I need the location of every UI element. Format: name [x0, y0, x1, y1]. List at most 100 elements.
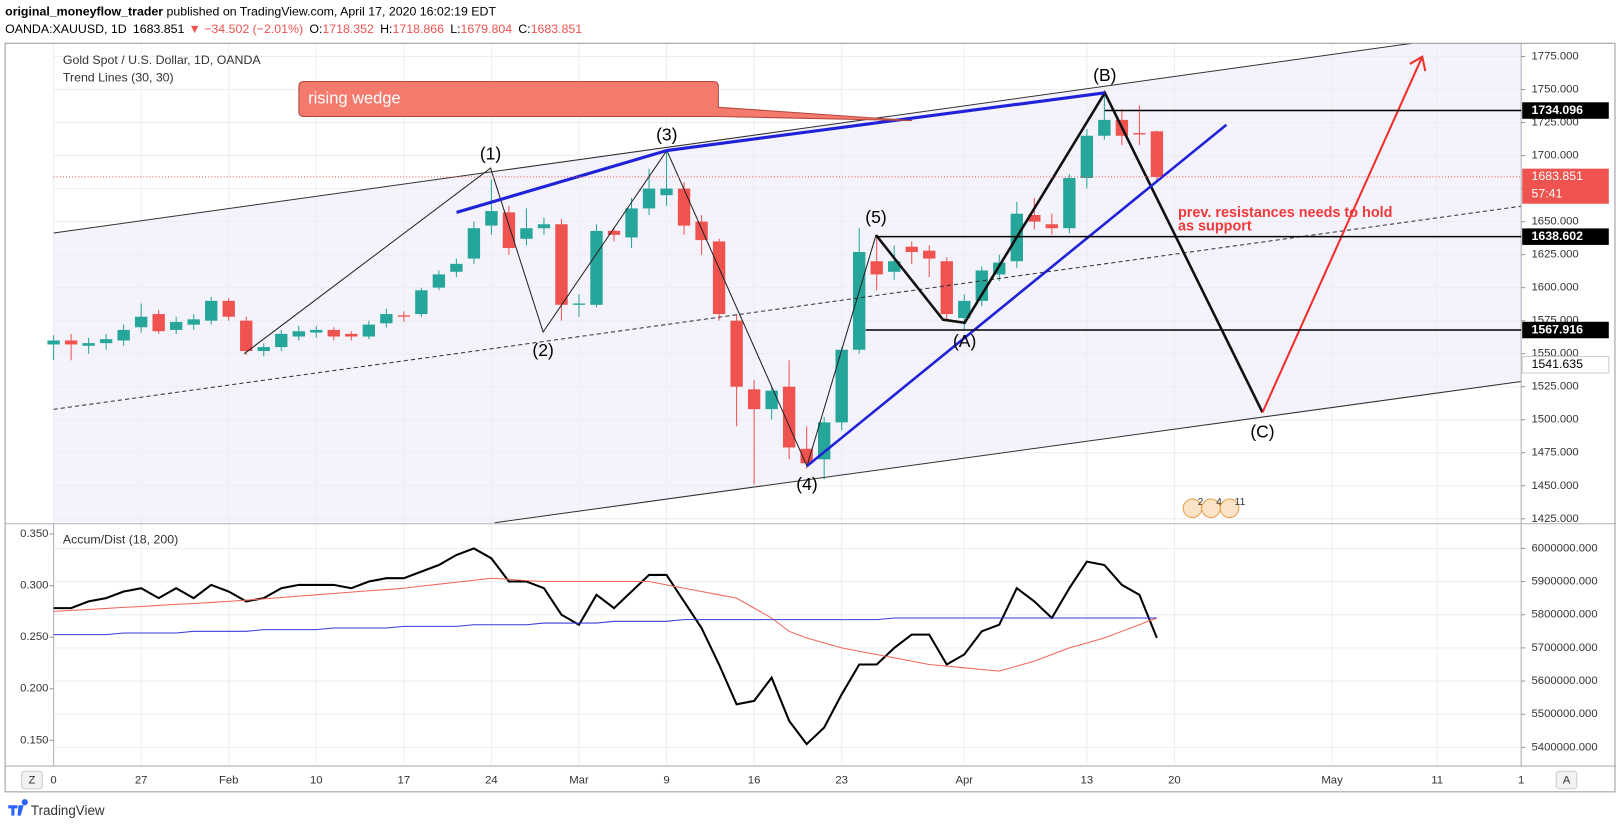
quote-value: 1718.866 — [392, 22, 444, 36]
event-icon — [1219, 498, 1240, 519]
candle-body — [1133, 133, 1146, 135]
y2-tick-label: 5900000.000 — [1531, 576, 1597, 588]
candle-body — [47, 340, 60, 345]
y-tick-label: 1700.000 — [1531, 150, 1578, 162]
y2-tick-label: 5400000.000 — [1531, 741, 1597, 753]
y2-tick-label: 6000000.000 — [1531, 542, 1597, 554]
note-text: prev. resistances needs to hold — [1178, 205, 1393, 221]
wave-label: (2) — [532, 340, 553, 360]
y-tick-label: 1625.000 — [1531, 249, 1578, 261]
quote-value: 1679.804 — [461, 22, 513, 36]
wave-label: (A) — [953, 331, 976, 351]
y-tick-label: 0.250 — [20, 631, 48, 643]
y-tick-label: 1650.000 — [1531, 216, 1578, 228]
candle-body — [888, 261, 901, 272]
candle-body — [64, 340, 78, 345]
x-tick-label: Mar — [569, 775, 589, 787]
candle-body — [1045, 224, 1059, 229]
y2-tick-label: 5800000.000 — [1531, 609, 1597, 621]
last: 1683.851 — [133, 22, 185, 36]
y-tick-label: 1750.000 — [1531, 84, 1578, 96]
abc-line — [875, 90, 1264, 413]
target-arrow — [1261, 55, 1427, 413]
y2-tick-label: 5500000.000 — [1531, 708, 1597, 720]
x-tick-label: 20 — [1168, 775, 1181, 787]
last-price-label: 1683.851 — [1531, 169, 1583, 183]
wave-label: (C) — [1250, 422, 1274, 442]
zoom-label[interactable]: Z — [28, 775, 35, 787]
x-tick-label: 27 — [135, 775, 148, 787]
indicator-line — [53, 617, 1157, 636]
candle-body — [607, 230, 621, 235]
drawings — [53, 42, 1522, 524]
candle-body — [572, 303, 586, 305]
x-tick-label: 11 — [1431, 775, 1443, 787]
y-tick-label: 0.150 — [20, 734, 48, 746]
candle-body — [327, 329, 340, 337]
channel-top — [53, 42, 1413, 234]
zoom-button[interactable] — [21, 770, 43, 790]
candle-body — [345, 333, 358, 337]
y-tick-label: 0.350 — [20, 528, 48, 540]
published: published on TradingView.com, April 17, … — [163, 5, 496, 19]
channel-bottom — [494, 380, 1522, 524]
indicator-line — [53, 547, 1158, 746]
candle-body — [677, 188, 691, 226]
y-tick-label: 1600.000 — [1531, 282, 1578, 294]
candle-body — [432, 274, 446, 288]
candle-body — [362, 324, 376, 337]
candle-body — [99, 339, 113, 344]
countdown: 57:41 — [1531, 187, 1562, 201]
quote-value: 1718.352 — [322, 22, 374, 36]
y-tick-label: 0.200 — [20, 683, 48, 695]
y-tick-label: 1775.000 — [1531, 51, 1578, 63]
candle-body — [712, 241, 726, 315]
y-tick-label: 1500.000 — [1531, 414, 1578, 426]
x-tick-label: 16 — [748, 775, 761, 787]
candle-body — [1150, 131, 1164, 177]
callout-text: rising wedge — [308, 89, 401, 107]
candle-body — [765, 390, 778, 410]
author: original_moneyflow_trader — [5, 5, 163, 19]
y2-tick-label: 5700000.000 — [1531, 642, 1597, 654]
candle-body — [642, 188, 656, 209]
wave-label: (5) — [865, 207, 886, 227]
candle-body — [660, 188, 673, 196]
event-label: 11 — [1235, 497, 1246, 508]
auto-button[interactable] — [1555, 770, 1578, 790]
candle-body — [975, 270, 988, 301]
y-tick-label: 1725.000 — [1531, 117, 1578, 129]
candle-body — [450, 263, 463, 272]
channel-mid — [53, 205, 1522, 410]
last-price-box — [1522, 168, 1609, 204]
callout-box — [298, 80, 913, 122]
quote-label: L: — [450, 22, 460, 36]
candle-body — [134, 316, 148, 328]
x-tick-label: 1 — [1518, 775, 1524, 787]
candle-body — [117, 329, 130, 341]
x-tick-label: 10 — [310, 775, 323, 787]
x-tick-label: 9 — [663, 775, 669, 787]
candle-body — [1080, 135, 1094, 179]
candle-body — [275, 333, 288, 348]
candle-body — [923, 250, 936, 259]
wave-line — [243, 149, 877, 468]
candle-body — [625, 208, 638, 238]
candle-body — [590, 230, 603, 305]
quote-value: 1683.851 — [531, 22, 583, 36]
candle-body — [870, 261, 883, 275]
candle-body — [292, 331, 305, 337]
price-box — [1522, 228, 1609, 245]
price-label: 1567.916 — [1531, 322, 1583, 336]
wave-label: (3) — [656, 125, 677, 145]
auto-label[interactable]: A — [1563, 775, 1571, 787]
frame — [4, 42, 1616, 793]
y-tick-label: 1475.000 — [1531, 447, 1578, 459]
candle-body — [415, 290, 428, 315]
x-tick-label: 23 — [835, 775, 848, 787]
grid — [53, 43, 1522, 766]
x-tick-label: May — [1321, 775, 1343, 787]
candle-body — [1063, 178, 1076, 229]
candle-body — [835, 349, 848, 423]
candle-body — [905, 246, 918, 252]
